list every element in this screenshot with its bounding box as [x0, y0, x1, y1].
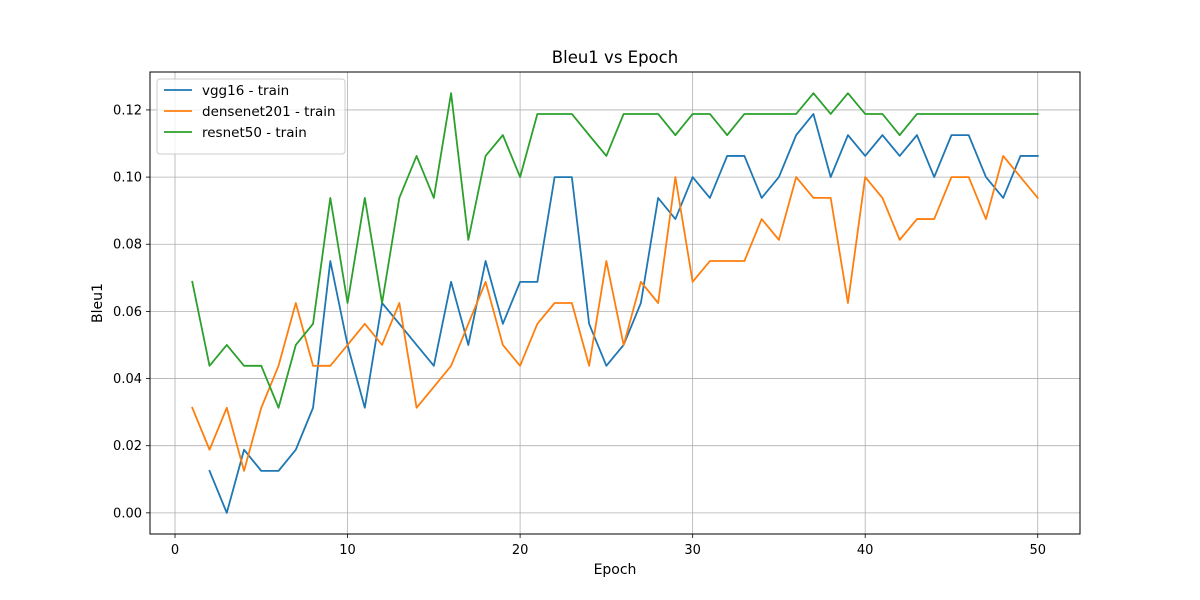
- x-tick-label: 30: [684, 543, 701, 558]
- y-tick-label: 0.10: [113, 171, 142, 186]
- legend-label-2: resnet50 - train: [202, 125, 307, 141]
- series-line-2: [191, 92, 1039, 409]
- y-tick-label: 0.06: [113, 305, 142, 320]
- plot-frame: [149, 71, 1081, 535]
- x-tick-label: 20: [512, 543, 529, 558]
- y-tick-label: 0.12: [113, 103, 142, 118]
- legend-label-1: densenet201 - train: [202, 104, 336, 120]
- chart-title: Bleu1 vs Epoch: [552, 48, 678, 67]
- x-tick-label: 40: [857, 543, 874, 558]
- x-axis-title: Epoch: [594, 562, 637, 578]
- y-tick-label: 0.04: [113, 372, 142, 387]
- y-tick-label: 0.02: [113, 439, 142, 454]
- x-tick-label: 10: [339, 543, 356, 558]
- series-line-1: [191, 155, 1039, 472]
- legend-box: [156, 78, 346, 155]
- ticks: 0 10 20 30 40 50 0.00 0.02 0.04 0.06 0.08 0.10 0.12: [113, 103, 1046, 558]
- y-tick-label: 0.08: [113, 238, 142, 253]
- y-axis-title: Bleu1: [90, 283, 106, 323]
- series-layer: [191, 92, 1039, 514]
- x-tick-label: 50: [1029, 543, 1046, 558]
- legend-label-0: vgg16 - train: [202, 83, 289, 99]
- x-tick-label: 0: [171, 543, 179, 558]
- y-tick-label: 0.00: [113, 506, 142, 521]
- legend: vgg16 - train densenet201 - train resnet50…: [156, 78, 346, 155]
